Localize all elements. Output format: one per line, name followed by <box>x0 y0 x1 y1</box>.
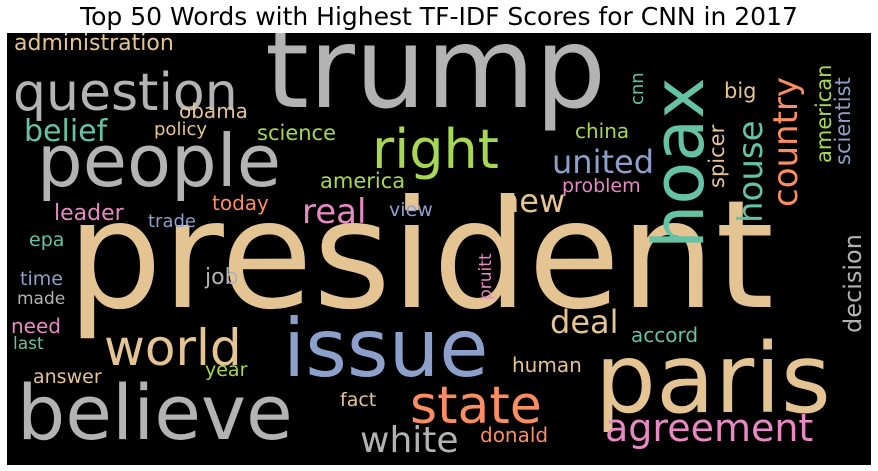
word-epa: epa <box>29 229 65 251</box>
word-last: last <box>13 334 44 354</box>
word-real: real <box>302 192 367 232</box>
word-job: job <box>205 265 239 290</box>
word-fact: fact <box>340 389 377 411</box>
word-agreement: agreement <box>605 406 814 450</box>
word-new: new <box>499 182 566 220</box>
word-pruitt: pruitt <box>476 253 496 300</box>
word-problem: problem <box>562 175 641 197</box>
word-spicer: spicer <box>705 124 729 188</box>
word-need: need <box>11 314 61 338</box>
word-accord: accord <box>631 323 699 347</box>
word-scientist: scientist <box>831 77 855 165</box>
word-president: president <box>67 169 775 343</box>
word-time: time <box>20 268 63 290</box>
word-decision: decision <box>839 234 867 333</box>
word-country: country <box>766 76 806 207</box>
word-deal: deal <box>550 303 619 341</box>
word-human: human <box>512 353 582 377</box>
word-right: right <box>372 118 499 181</box>
word-policy: policy <box>154 119 207 140</box>
word-belief: belief <box>24 114 108 149</box>
word-hoax: hoax <box>638 77 720 249</box>
word-issue: issue <box>283 302 489 395</box>
word-obama: obama <box>179 99 248 123</box>
word-today: today <box>212 191 269 215</box>
word-science: science <box>257 121 337 145</box>
word-china: china <box>575 119 630 143</box>
word-state: state <box>410 376 542 436</box>
word-people: people <box>37 119 282 203</box>
word-white: white <box>360 420 459 461</box>
word-house: house <box>731 120 771 223</box>
word-trump: trump <box>265 33 607 134</box>
word-year: year <box>205 359 248 381</box>
word-made: made <box>17 289 66 309</box>
word-paris: paris <box>595 323 831 435</box>
word-answer: answer <box>33 366 102 388</box>
word-question: question <box>13 63 238 123</box>
word-big: big <box>724 79 757 103</box>
word-leader: leader <box>54 201 124 226</box>
word-world: world <box>104 319 242 377</box>
word-trade: trade <box>148 211 196 232</box>
word-america: america <box>320 169 406 193</box>
figure-title: Top 50 Words with Highest TF-IDF Scores … <box>80 2 798 31</box>
word-believe: believe <box>17 368 293 457</box>
word-administration: administration <box>14 33 174 56</box>
word-view: view <box>389 199 433 221</box>
word-cnn: cnn <box>627 72 648 105</box>
word-cloud: president trump people believe paris iss… <box>7 33 871 465</box>
word-donald: donald <box>480 423 549 447</box>
word-united: united <box>552 143 654 181</box>
